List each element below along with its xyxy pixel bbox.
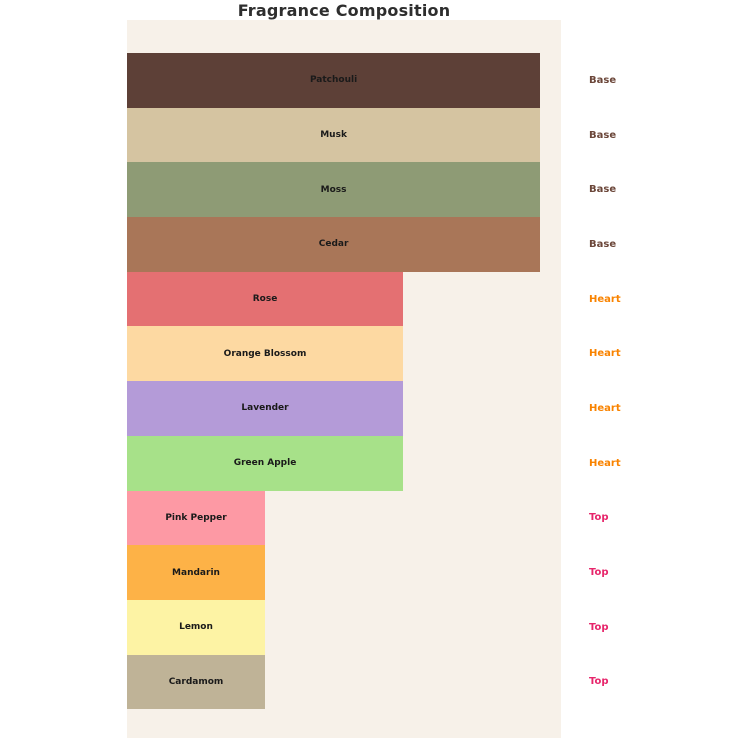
bar-label-lemon: Lemon	[179, 622, 213, 633]
bar-row: Orange Blossom	[127, 326, 561, 382]
bar-label-patchouli: Patchouli	[309, 75, 358, 86]
bar-label-orange-blossom: Orange Blossom	[223, 348, 307, 359]
chart-title: Fragrance Composition	[237, 1, 451, 20]
category-label-top: Top	[589, 621, 609, 633]
category-row: Heart	[561, 436, 746, 491]
category-label-base: Base	[589, 74, 617, 86]
bar-label-mandarin: Mandarin	[172, 567, 220, 578]
bar-lavender: Lavender	[127, 381, 404, 436]
category-label-base: Base	[589, 184, 617, 196]
bar-row: Mandarin	[127, 545, 561, 600]
category-label-heart: Heart	[589, 348, 621, 360]
bar-row: Moss	[127, 162, 561, 218]
bar-row: Pink Pepper	[127, 490, 561, 546]
bar-row: Cedar	[127, 217, 561, 272]
category-row: Top	[561, 600, 746, 655]
category-row: Top	[561, 655, 746, 710]
category-row: Heart	[561, 326, 746, 381]
bar-row: Cardamom	[127, 654, 561, 710]
bar-label-musk: Musk	[320, 130, 347, 141]
bar-label-green-apple: Green Apple	[233, 458, 297, 469]
bar-label-moss: Moss	[320, 184, 347, 195]
category-label-top: Top	[589, 567, 609, 579]
bar-mandarin: Mandarin	[127, 545, 265, 600]
bar-moss: Moss	[127, 162, 541, 218]
bar-cardamom: Cardamom	[127, 654, 265, 710]
bar-pink-pepper: Pink Pepper	[127, 490, 265, 546]
category-label-column: Base Base Base Base Heart Heart Heart He…	[561, 53, 746, 709]
bar-lemon: Lemon	[127, 599, 265, 655]
category-row: Top	[561, 545, 746, 600]
bar-cedar: Cedar	[127, 217, 541, 272]
bar-label-pink-pepper: Pink Pepper	[165, 512, 227, 523]
category-label-top: Top	[589, 676, 609, 688]
category-row: Heart	[561, 272, 746, 327]
bar-row: Rose	[127, 271, 561, 327]
bar-label-rose: Rose	[252, 294, 278, 305]
category-label-heart: Heart	[589, 457, 621, 469]
category-label-heart: Heart	[589, 293, 621, 305]
bar-label-cardamom: Cardamom	[168, 676, 224, 687]
category-row: Base	[561, 217, 746, 272]
bar-row: Lavender	[127, 381, 561, 436]
bar-label-cedar: Cedar	[318, 239, 349, 250]
category-row: Heart	[561, 381, 746, 436]
category-label-base: Base	[589, 129, 617, 141]
category-label-base: Base	[589, 238, 617, 250]
bar-musk: Musk	[127, 107, 541, 163]
bar-green-apple: Green Apple	[127, 435, 404, 491]
category-row: Base	[561, 53, 746, 108]
category-label-heart: Heart	[589, 402, 621, 414]
bar-row: Musk	[127, 107, 561, 163]
category-row: Top	[561, 491, 746, 546]
bar-rose: Rose	[127, 271, 404, 327]
bar-orange-blossom: Orange Blossom	[127, 326, 404, 382]
plot-area: Patchouli Musk Moss Cedar Rose Orange Bl	[127, 20, 561, 738]
bar-row: Lemon	[127, 599, 561, 655]
bar-row: Green Apple	[127, 435, 561, 491]
bar-patchouli: Patchouli	[127, 53, 541, 108]
category-label-top: Top	[589, 512, 609, 524]
bar-label-lavender: Lavender	[241, 403, 289, 414]
bar-row: Patchouli	[127, 53, 561, 108]
category-row: Base	[561, 162, 746, 217]
category-row: Base	[561, 108, 746, 163]
